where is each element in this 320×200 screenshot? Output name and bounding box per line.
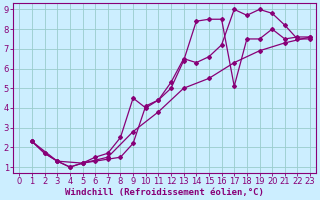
X-axis label: Windchill (Refroidissement éolien,°C): Windchill (Refroidissement éolien,°C) bbox=[65, 188, 264, 197]
